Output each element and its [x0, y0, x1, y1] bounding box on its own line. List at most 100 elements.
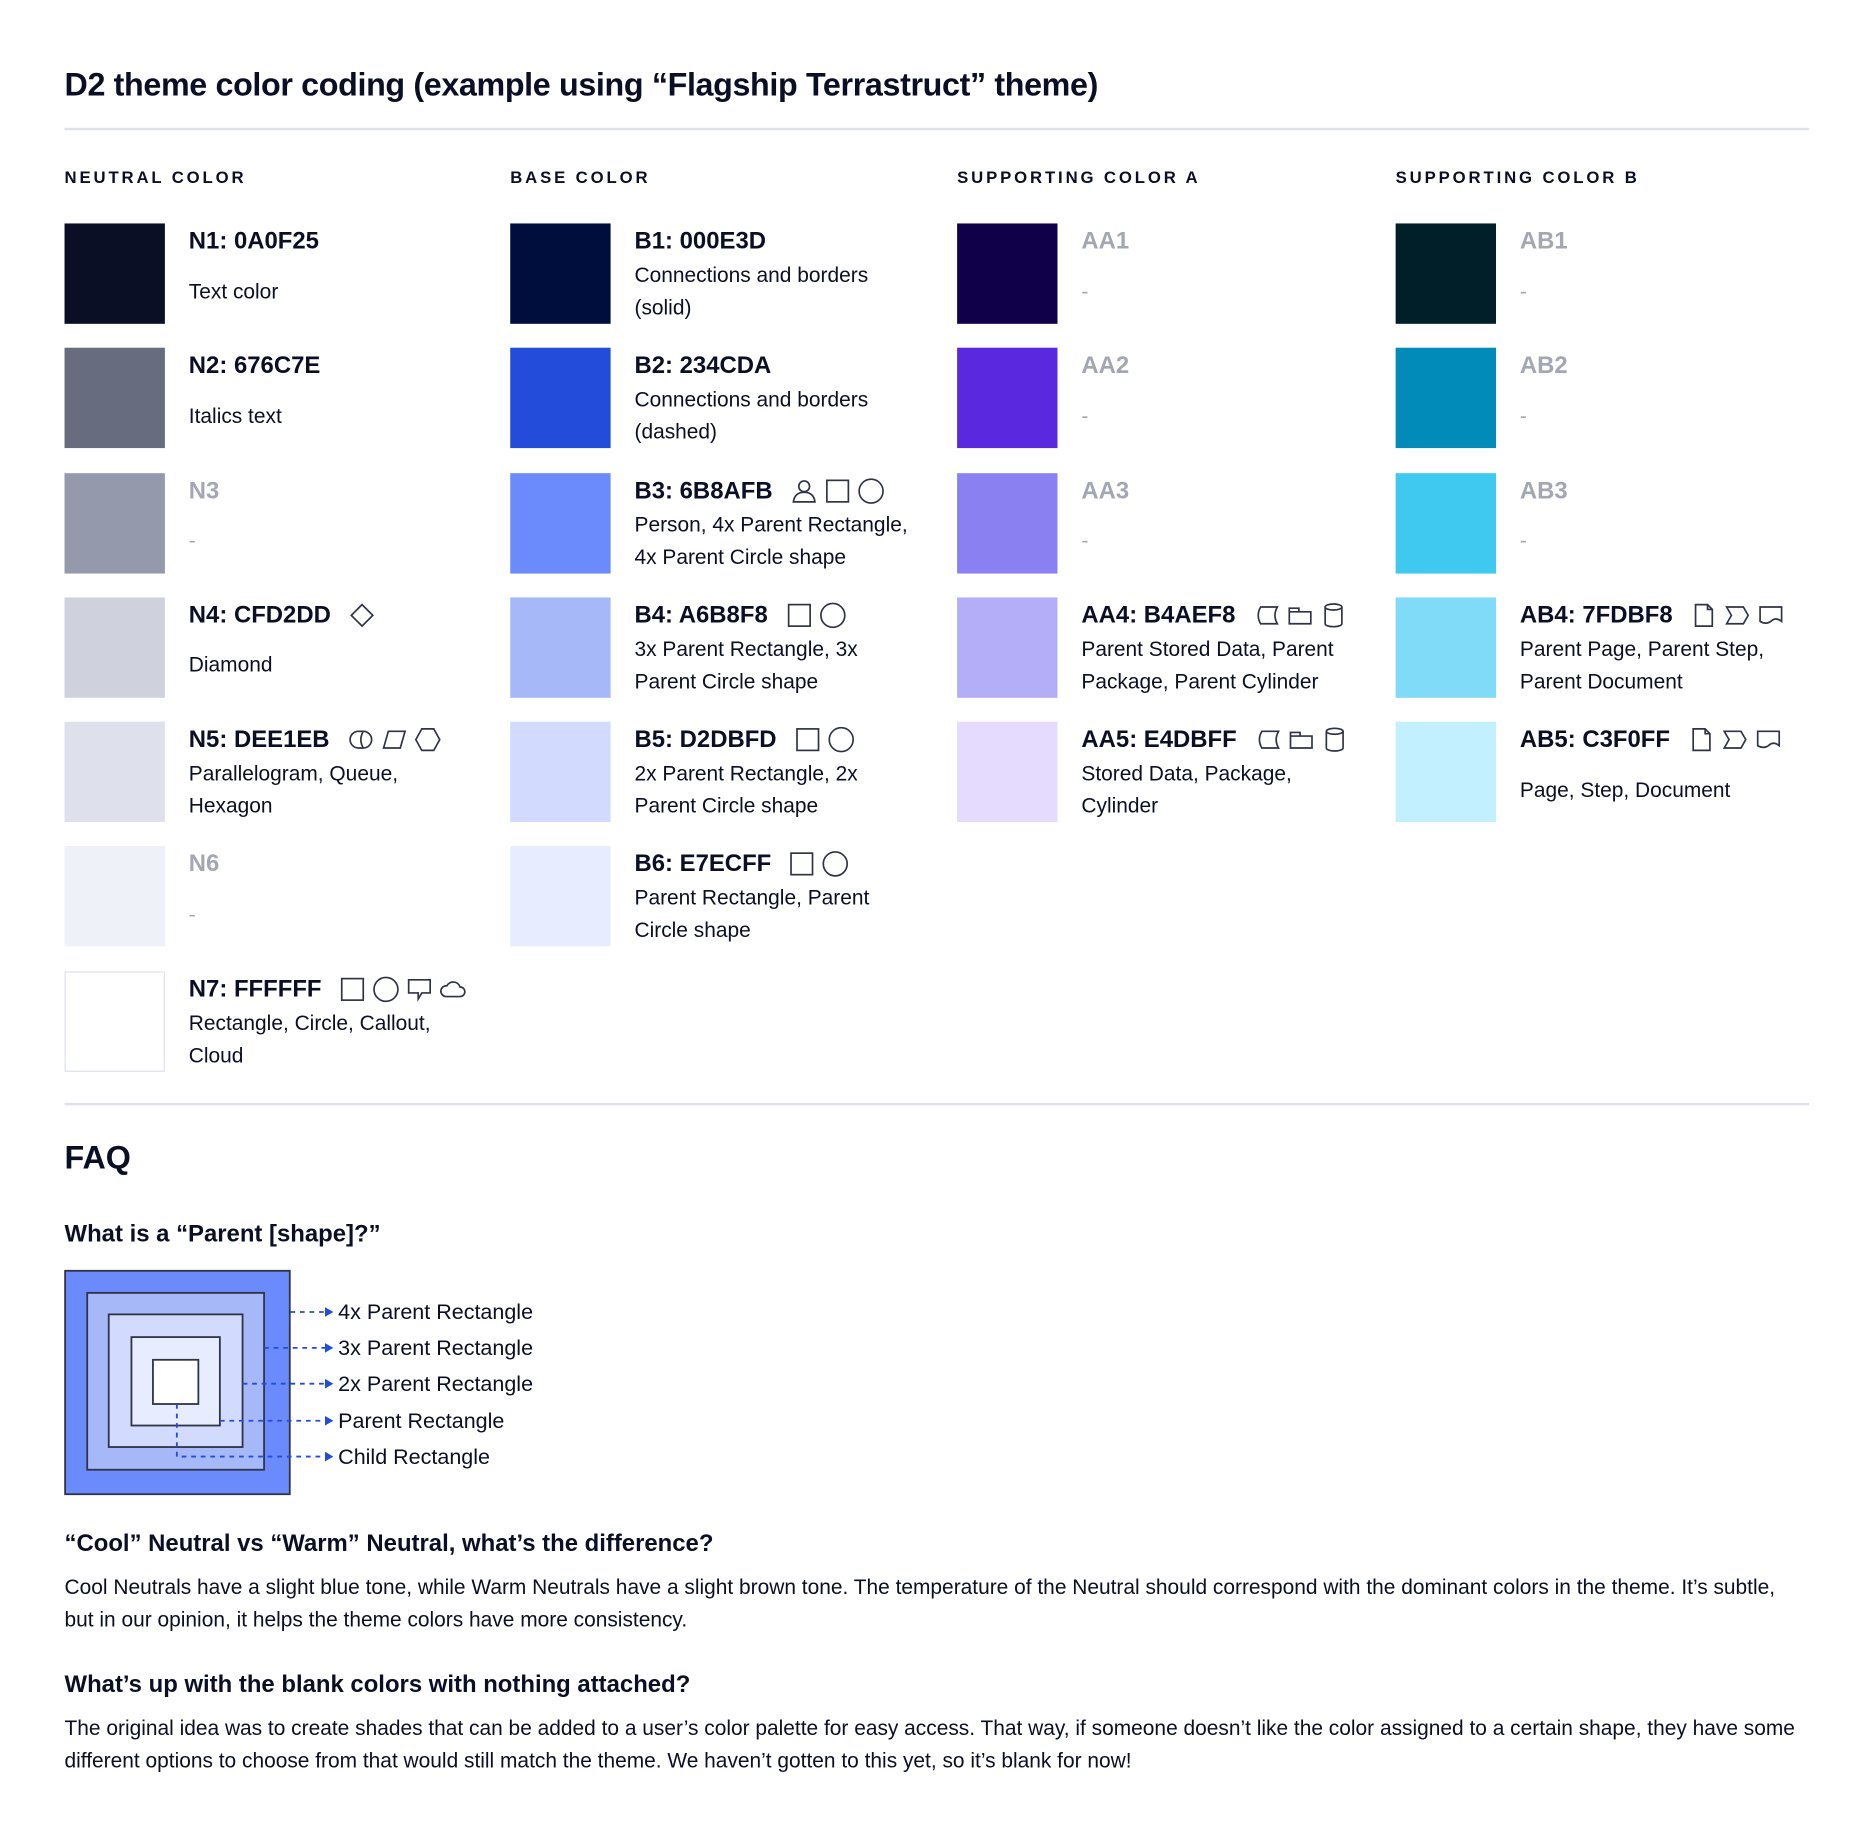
package-icon — [1288, 607, 1312, 625]
color-swatch-item: AB3 - — [1395, 472, 1826, 574]
faq-heading: FAQ — [64, 1139, 131, 1176]
swatch-label: B5: D2DBFD — [634, 726, 777, 754]
color-swatch — [510, 721, 611, 823]
color-swatch — [957, 348, 1058, 449]
shape-icons — [348, 601, 377, 630]
color-swatch — [64, 971, 165, 1072]
swatch-description-line: (dashed) — [634, 419, 718, 444]
swatch-description-line: Hexagon — [188, 793, 273, 818]
step-icon — [1724, 606, 1749, 625]
color-swatch — [64, 472, 165, 574]
faq-question-neutral: “Cool” Neutral vs “Warm” Neutral, what’s… — [64, 1530, 714, 1557]
swatch-description-line: - — [1519, 528, 1527, 553]
cylinder-icon — [1325, 727, 1344, 753]
color-swatch — [510, 597, 611, 698]
swatch-label: AA3 — [1081, 477, 1130, 504]
shape-icons — [1689, 601, 1785, 630]
color-swatch-item: B6: E7ECFF Parent Rectangle, Parent Circl… — [510, 846, 940, 947]
swatch-description: Parent Stored Data, Parent Package, Paren… — [1081, 633, 1392, 698]
cylinder-icon — [1324, 603, 1343, 628]
swatch-description-line: Parent Document — [1519, 669, 1683, 693]
color-swatch — [1395, 348, 1497, 449]
swatch-description-line: Diamond — [188, 652, 273, 677]
color-swatch — [64, 721, 165, 823]
color-swatch-item: AB4: 7FDBF8 Parent Page, Parent Step, Par… — [1395, 597, 1826, 698]
color-swatch — [957, 223, 1058, 324]
shape-icons — [1252, 601, 1348, 630]
swatch-label: N7: FFFFFF — [188, 975, 322, 1003]
circle-icon — [857, 477, 884, 504]
shape-icons — [1687, 726, 1783, 755]
swatch-label: AB4: 7FDBF8 — [1519, 602, 1673, 629]
color-swatch — [1395, 472, 1497, 574]
swatch-label: AB1 — [1519, 228, 1568, 255]
document-icon — [1756, 730, 1780, 749]
color-column: NEUTRAL COLOR N1: 0A0F25 Text color N2: … — [64, 167, 495, 1096]
color-column: BASE COLOR B1: 000E3D Connections and bo… — [510, 167, 940, 971]
swatch-description-line: Connections and borders — [634, 262, 869, 287]
swatch-label: AA1 — [1081, 228, 1130, 255]
shape-icons — [788, 850, 850, 879]
swatch-label: AA2 — [1081, 352, 1130, 380]
shape-icons — [789, 476, 885, 505]
swatch-description: 2x Parent Rectangle, 2x Parent Circle sha… — [634, 758, 945, 823]
cloud-icon — [440, 980, 466, 998]
parallelogram-icon — [382, 730, 406, 750]
swatch-label: AB3 — [1519, 477, 1568, 504]
circle-icon — [373, 976, 399, 1002]
swatch-description: - — [1081, 509, 1392, 574]
swatch-label: N1: 0A0F25 — [188, 228, 319, 255]
swatch-label: B4: A6B8F8 — [634, 602, 768, 629]
swatch-description-line: Person, 4x Parent Rectangle, — [634, 512, 908, 537]
color-swatch — [957, 721, 1058, 823]
faq-answer-neutral: Cool Neutrals have a slight blue tone, w… — [64, 1574, 1776, 1632]
swatch-description: Connections and borders (dashed) — [634, 384, 945, 449]
column-header: SUPPORTING COLOR B — [1395, 167, 1640, 187]
swatch-description: - — [189, 509, 500, 574]
swatch-description: Stored Data, Package, Cylinder — [1081, 758, 1392, 823]
rectangle-icon — [796, 728, 820, 752]
swatch-description-line: Parent Circle shape — [634, 793, 819, 818]
step-icon — [1722, 730, 1747, 750]
circle-icon — [823, 851, 849, 878]
rectangle-icon — [341, 977, 365, 1001]
swatch-description: Parent Page, Parent Step, Parent Document — [1520, 633, 1831, 698]
swatch-description-line: Circle shape — [634, 918, 751, 943]
rectangle-icon — [787, 603, 811, 627]
swatch-label: B1: 000E3D — [634, 228, 767, 255]
swatch-description-line: (solid) — [634, 295, 692, 320]
color-swatch-item: N1: 0A0F25 Text color — [64, 223, 495, 324]
swatch-description-line: Page, Step, Document — [1519, 777, 1731, 802]
swatch-description-line: 2x Parent Rectangle, 2x — [634, 761, 858, 786]
color-swatch-item: AB1 - — [1395, 223, 1826, 324]
swatch-description-line: Parent Stored Data, Parent — [1081, 636, 1334, 661]
swatch-description-line: 3x Parent Rectangle, 3x — [634, 636, 858, 661]
color-swatch-item: AA5: E4DBFF Stored Data, Package, Cylinde… — [957, 721, 1387, 823]
swatch-description: - — [1520, 384, 1831, 449]
circle-icon — [819, 602, 846, 629]
color-swatch-item: N2: 676C7E Italics text — [64, 348, 495, 449]
swatch-description: Rectangle, Circle, Callout, Cloud — [189, 1007, 500, 1072]
color-swatch-item: B5: D2DBFD 2x Parent Rectangle, 2x Parent… — [510, 721, 940, 823]
color-swatch — [510, 348, 611, 449]
swatch-description-line: - — [1081, 403, 1089, 428]
color-swatch-item: AA2 - — [957, 348, 1387, 449]
color-swatch-item: B4: A6B8F8 3x Parent Rectangle, 3x Parent… — [510, 597, 940, 698]
swatch-description-line: - — [1519, 279, 1527, 303]
swatch-description-line: - — [1081, 528, 1089, 553]
color-swatch — [957, 597, 1058, 698]
column-header: BASE COLOR — [510, 167, 651, 187]
swatch-description-line: Parallelogram, Queue, — [188, 761, 399, 786]
diagram-label: Parent Rectangle — [338, 1408, 505, 1433]
column-header: NEUTRAL COLOR — [64, 167, 247, 187]
color-swatch — [1395, 223, 1497, 324]
color-swatch-item: N4: CFD2DD Diamond — [64, 597, 495, 698]
swatch-label: AB5: C3F0FF — [1519, 726, 1670, 754]
color-swatch — [1395, 597, 1497, 698]
swatch-description-line: - — [188, 902, 196, 927]
color-swatch — [64, 223, 165, 324]
divider — [64, 127, 1810, 131]
page-icon — [1691, 728, 1711, 752]
swatch-description-line: Rectangle, Circle, Callout, — [188, 1010, 431, 1035]
faq-question-blank: What’s up with the blank colors with not… — [64, 1671, 691, 1698]
